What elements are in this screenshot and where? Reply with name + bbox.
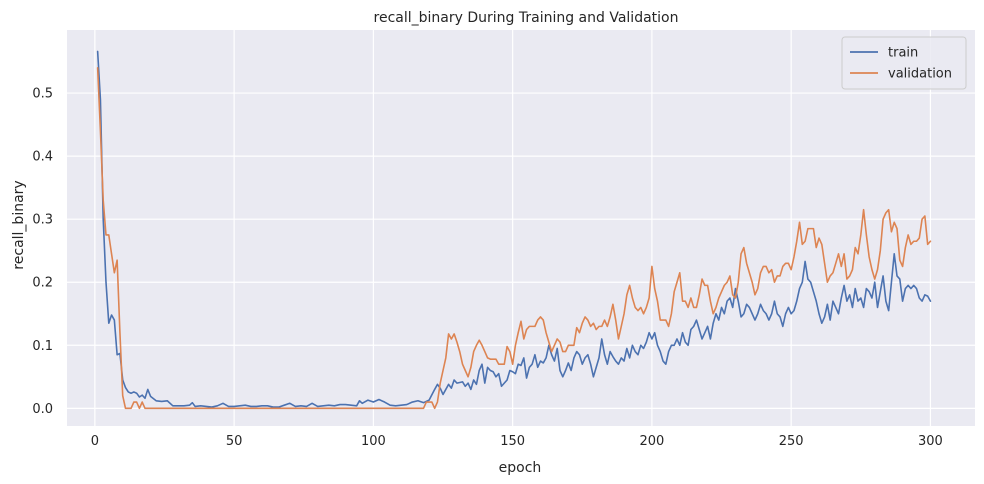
y-tick-label: 0.5 [32,87,53,102]
x-tick-label: 50 [226,434,243,449]
x-tick-label: 0 [91,434,99,449]
y-tick-label: 0.0 [32,402,53,417]
x-tick-label: 200 [639,434,664,449]
series-line-train [96,50,932,408]
y-tick-label: 0.1 [32,339,53,354]
x-tick-label: 100 [361,434,386,449]
x-tick-label: 250 [779,434,804,449]
y-tick-label: 0.4 [32,150,53,165]
x-axis-label: epoch [499,460,542,476]
legend: train validation [841,36,967,90]
legend-label-train: train [888,46,918,61]
tick-labels: 0 50 100 150 200 250 300 0.0 0.1 0.2 0.3 0.4 0.5 [32,87,943,449]
series-layer [96,50,932,410]
plot-area [67,30,975,426]
x-tick-label: 300 [918,434,943,449]
chart-title: recall_binary During Training and Valida… [374,10,679,26]
legend-label-validation: validation [888,67,952,82]
y-tick-label: 0.2 [32,276,53,291]
y-axis-label: recall_binary [11,180,27,269]
x-tick-label: 150 [500,434,525,449]
grid [67,30,975,426]
legend-box [841,36,967,90]
series-line-validation [96,67,932,410]
y-tick-label: 0.3 [32,213,53,228]
